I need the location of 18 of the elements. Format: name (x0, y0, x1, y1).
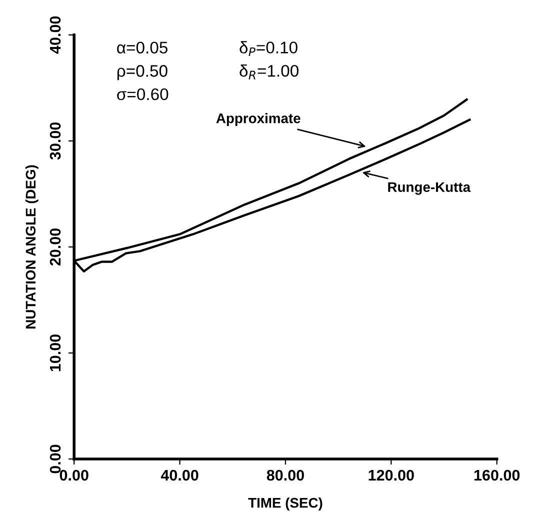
annotation: Approximate (216, 113, 300, 126)
x-tick-label: 40.00 (160, 470, 198, 481)
y-tick-label: 10.00 (50, 334, 61, 372)
y-tick-label: 20.00 (50, 228, 61, 266)
annotation: ρ=0.50 (117, 65, 168, 80)
x-tick-label: 160.00 (474, 470, 520, 481)
x-tick-label: 120.00 (368, 470, 414, 481)
y-axis-title: NUTATION ANGLE (DEG) (25, 165, 38, 328)
x-tick-label: 0.00 (60, 470, 88, 481)
annotation: σ=0.60 (117, 88, 168, 100)
y-tick-label: 30.00 (50, 122, 61, 160)
x-axis-title: TIME (SEC) (248, 498, 322, 510)
x-tick-label: 80.00 (266, 470, 304, 481)
annotation: δ$_{P}$=0.10 (240, 41, 298, 56)
y-tick-label: 40.00 (50, 16, 61, 54)
annotation: α=0.05 (117, 42, 168, 54)
annotation: δ$_{R}$=1.00 (240, 64, 298, 80)
annotation: Runge-Kutta (388, 182, 471, 195)
